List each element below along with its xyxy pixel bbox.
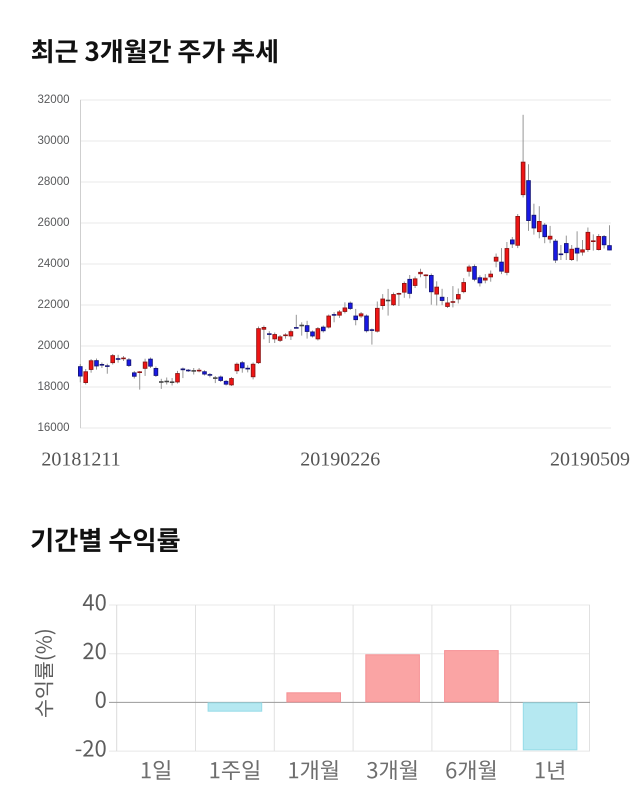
svg-text:20190509: 20190509 [550, 449, 630, 471]
svg-text:30000: 30000 [38, 135, 70, 147]
svg-text:16000: 16000 [38, 422, 70, 434]
svg-text:20000: 20000 [38, 340, 70, 352]
svg-text:32000: 32000 [38, 94, 70, 106]
svg-text:26000: 26000 [38, 217, 70, 229]
svg-text:18000: 18000 [38, 381, 70, 393]
svg-text:24000: 24000 [38, 258, 70, 270]
svg-text:22000: 22000 [38, 299, 70, 311]
svg-text:20181211: 20181211 [41, 449, 120, 471]
svg-text:20190226: 20190226 [300, 449, 380, 471]
svg-text:28000: 28000 [38, 176, 70, 188]
